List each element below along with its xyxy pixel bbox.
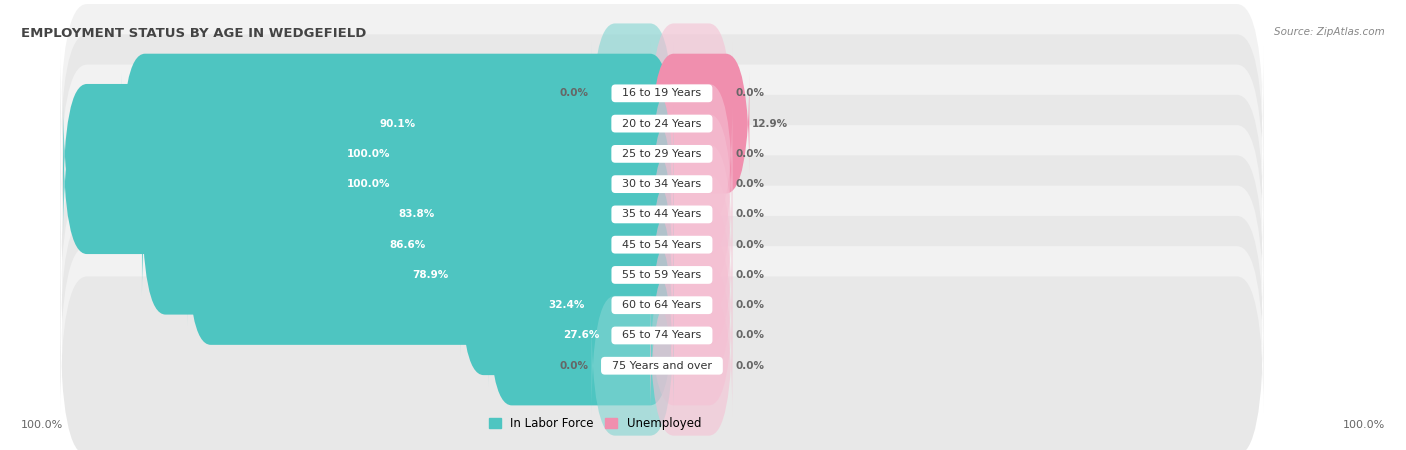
FancyBboxPatch shape (650, 114, 733, 254)
Text: 0.0%: 0.0% (735, 270, 765, 280)
FancyBboxPatch shape (60, 95, 1264, 274)
Text: 0.0%: 0.0% (560, 361, 589, 371)
Text: 100.0%: 100.0% (347, 149, 391, 159)
Text: 0.0%: 0.0% (735, 209, 765, 220)
Text: 60 to 64 Years: 60 to 64 Years (616, 300, 709, 310)
Text: 100.0%: 100.0% (21, 420, 63, 430)
Text: 12.9%: 12.9% (752, 119, 789, 129)
FancyBboxPatch shape (650, 84, 733, 224)
Text: 0.0%: 0.0% (560, 88, 589, 99)
FancyBboxPatch shape (650, 296, 733, 436)
Legend: In Labor Force, Unemployed: In Labor Force, Unemployed (484, 412, 706, 435)
Text: 27.6%: 27.6% (562, 330, 599, 341)
Text: 32.4%: 32.4% (548, 300, 585, 310)
FancyBboxPatch shape (60, 186, 1264, 364)
Text: 86.6%: 86.6% (389, 240, 426, 250)
Text: 16 to 19 Years: 16 to 19 Years (616, 88, 709, 99)
Text: 35 to 44 Years: 35 to 44 Years (616, 209, 709, 220)
Text: Source: ZipAtlas.com: Source: ZipAtlas.com (1274, 27, 1385, 37)
FancyBboxPatch shape (650, 266, 733, 405)
FancyBboxPatch shape (142, 175, 673, 315)
Text: 83.8%: 83.8% (398, 209, 434, 220)
FancyBboxPatch shape (63, 114, 673, 254)
Text: 20 to 24 Years: 20 to 24 Years (616, 119, 709, 129)
FancyBboxPatch shape (650, 144, 733, 284)
FancyBboxPatch shape (60, 65, 1264, 243)
FancyBboxPatch shape (592, 296, 673, 436)
FancyBboxPatch shape (187, 205, 673, 345)
FancyBboxPatch shape (60, 34, 1264, 213)
Text: 0.0%: 0.0% (735, 300, 765, 310)
FancyBboxPatch shape (650, 205, 733, 345)
FancyBboxPatch shape (60, 4, 1264, 183)
FancyBboxPatch shape (63, 84, 673, 224)
FancyBboxPatch shape (488, 266, 673, 405)
FancyBboxPatch shape (60, 246, 1264, 425)
FancyBboxPatch shape (60, 125, 1264, 304)
FancyBboxPatch shape (121, 54, 673, 194)
FancyBboxPatch shape (60, 276, 1264, 450)
Text: EMPLOYMENT STATUS BY AGE IN WEDGEFIELD: EMPLOYMENT STATUS BY AGE IN WEDGEFIELD (21, 27, 367, 40)
Text: 25 to 29 Years: 25 to 29 Years (616, 149, 709, 159)
Text: 90.1%: 90.1% (380, 119, 416, 129)
FancyBboxPatch shape (650, 23, 733, 163)
Text: 100.0%: 100.0% (347, 179, 391, 189)
Text: 0.0%: 0.0% (735, 179, 765, 189)
Text: 100.0%: 100.0% (1343, 420, 1385, 430)
Text: 0.0%: 0.0% (735, 88, 765, 99)
FancyBboxPatch shape (650, 175, 733, 315)
Text: 0.0%: 0.0% (735, 330, 765, 341)
FancyBboxPatch shape (650, 54, 749, 194)
FancyBboxPatch shape (60, 155, 1264, 334)
FancyBboxPatch shape (650, 235, 733, 375)
FancyBboxPatch shape (60, 216, 1264, 395)
Text: 45 to 54 Years: 45 to 54 Years (616, 240, 709, 250)
Text: 75 Years and over: 75 Years and over (605, 361, 718, 371)
Text: 0.0%: 0.0% (735, 149, 765, 159)
FancyBboxPatch shape (592, 23, 673, 163)
Text: 65 to 74 Years: 65 to 74 Years (616, 330, 709, 341)
FancyBboxPatch shape (460, 235, 673, 375)
Text: 0.0%: 0.0% (735, 240, 765, 250)
FancyBboxPatch shape (159, 144, 673, 284)
Text: 30 to 34 Years: 30 to 34 Years (616, 179, 709, 189)
Text: 55 to 59 Years: 55 to 59 Years (616, 270, 709, 280)
Text: 78.9%: 78.9% (412, 270, 449, 280)
Text: 0.0%: 0.0% (735, 361, 765, 371)
